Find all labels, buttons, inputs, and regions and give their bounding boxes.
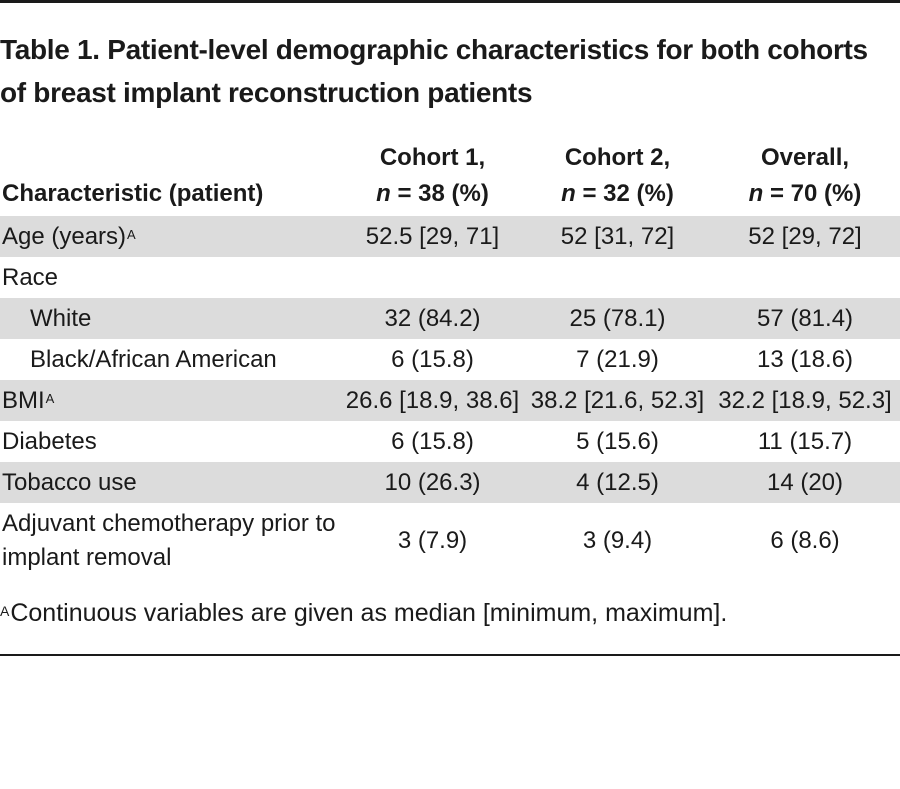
demographics-table: Characteristic (patient) Cohort 1, n = 3… — [0, 140, 900, 579]
row-label-text: BMI — [2, 386, 45, 414]
cell-cohort-2: 38.2 [21.6, 52.3] — [525, 380, 710, 421]
table-row-diabetes: Diabetes 6 (15.8) 5 (15.6) 11 (15.7) — [0, 421, 900, 462]
footnote-text: Continuous variables are given as median… — [10, 599, 728, 627]
cell-cohort-2: 5 (15.6) — [576, 427, 659, 455]
header-cohort-2-count: = 32 (%) — [575, 180, 674, 207]
cell-cohort-2 — [525, 257, 710, 298]
cell-overall: 13 (18.6) — [756, 345, 854, 373]
header-overall-n-symbol: n — [748, 180, 764, 207]
cell-cohort-2: 4 (12.5) — [525, 462, 710, 503]
footnote-marker: A — [45, 390, 55, 406]
header-overall-count: = 70 (%) — [763, 180, 862, 207]
table-row-race: Race — [0, 257, 900, 298]
row-label-text: Black/African American — [30, 345, 277, 373]
cell-cohort-2: 3 (9.4) — [582, 527, 653, 554]
cell-cohort-1: 6 (15.8) — [391, 427, 474, 455]
header-overall-label: Overall, — [760, 144, 850, 171]
cell-cohort-2: 52 [31, 72] — [525, 216, 710, 257]
cell-overall: 6 (8.6) — [770, 527, 840, 554]
row-label: White — [0, 298, 340, 339]
row-label-text: Age (years) — [2, 222, 127, 250]
cell-overall: 11 (15.7) — [757, 427, 853, 455]
table-title: Table 1. Patient-level demographic chara… — [0, 34, 868, 108]
table-row-age: Age (years)A 52.5 [29, 71] 52 [31, 72] 5… — [0, 216, 900, 257]
cell-cohort-1: 3 (7.9) — [397, 527, 468, 554]
table-row-bmi: BMIA 26.6 [18.9, 38.6] 38.2 [21.6, 52.3]… — [0, 380, 900, 421]
table-footnote: AContinuous variables are given as media… — [0, 596, 900, 630]
cell-cohort-2: 25 (78.1) — [525, 298, 710, 339]
cell-cohort-1 — [340, 257, 525, 298]
row-label: Adjuvant chemotherapy prior to implant r… — [0, 503, 340, 579]
table-row-black-african-american: Black/African American 6 (15.8) 7 (21.9)… — [0, 339, 900, 380]
header-cohort-2: Cohort 2, n = 32 (%) — [525, 140, 710, 216]
header-cohort-1-label: Cohort 1, — [379, 144, 486, 171]
header-cohort-1: Cohort 1, n = 38 (%) — [340, 140, 525, 216]
cell-overall: 52 [29, 72] — [710, 216, 900, 257]
row-label: Tobacco use — [0, 462, 340, 503]
row-label: BMIA — [0, 380, 340, 421]
cell-cohort-1: 6 (15.8) — [391, 345, 474, 373]
row-label: Black/African American — [0, 339, 340, 380]
row-label: Race — [0, 257, 340, 298]
row-label-text: Tobacco use — [2, 468, 137, 496]
table-row-white: White 32 (84.2) 25 (78.1) 57 (81.4) — [0, 298, 900, 339]
footnote-marker: A — [127, 226, 136, 242]
cell-overall: 32.2 [18.9, 52.3] — [710, 380, 900, 421]
row-label-text: Race — [2, 263, 59, 291]
cell-cohort-1: 32 (84.2) — [340, 298, 525, 339]
row-label: Diabetes — [0, 421, 340, 462]
cell-overall: 57 (81.4) — [710, 298, 900, 339]
table-row-tobacco-use: Tobacco use 10 (26.3) 4 (12.5) 14 (20) — [0, 462, 900, 503]
header-cohort-1-n-symbol: n — [376, 180, 391, 207]
header-cohort-2-n-symbol: n — [561, 180, 576, 207]
row-label-text: Diabetes — [2, 427, 97, 455]
bottom-rule — [0, 654, 900, 656]
row-label: Age (years)A — [0, 216, 340, 257]
cell-overall — [710, 257, 900, 298]
header-cohort-1-count: = 38 (%) — [390, 180, 489, 207]
cell-cohort-1: 52.5 [29, 71] — [340, 216, 525, 257]
row-label-text: Adjuvant chemotherapy prior to implant r… — [2, 510, 336, 571]
top-rule — [0, 0, 900, 3]
header-characteristic: Characteristic (patient) — [0, 140, 340, 216]
cell-cohort-2: 7 (21.9) — [576, 345, 659, 373]
header-overall: Overall, n = 70 (%) — [710, 140, 900, 216]
cell-overall: 14 (20) — [710, 462, 900, 503]
header-characteristic-label: Characteristic (patient) — [2, 180, 264, 207]
row-label-text: White — [30, 304, 92, 332]
footnote-marker: A — [0, 603, 10, 619]
table-row-adjuvant-chemotherapy: Adjuvant chemotherapy prior to implant r… — [0, 503, 900, 579]
header-row: Characteristic (patient) Cohort 1, n = 3… — [0, 140, 900, 216]
header-cohort-2-label: Cohort 2, — [564, 144, 671, 171]
cell-cohort-1: 10 (26.3) — [340, 462, 525, 503]
cell-cohort-1: 26.6 [18.9, 38.6] — [340, 380, 525, 421]
